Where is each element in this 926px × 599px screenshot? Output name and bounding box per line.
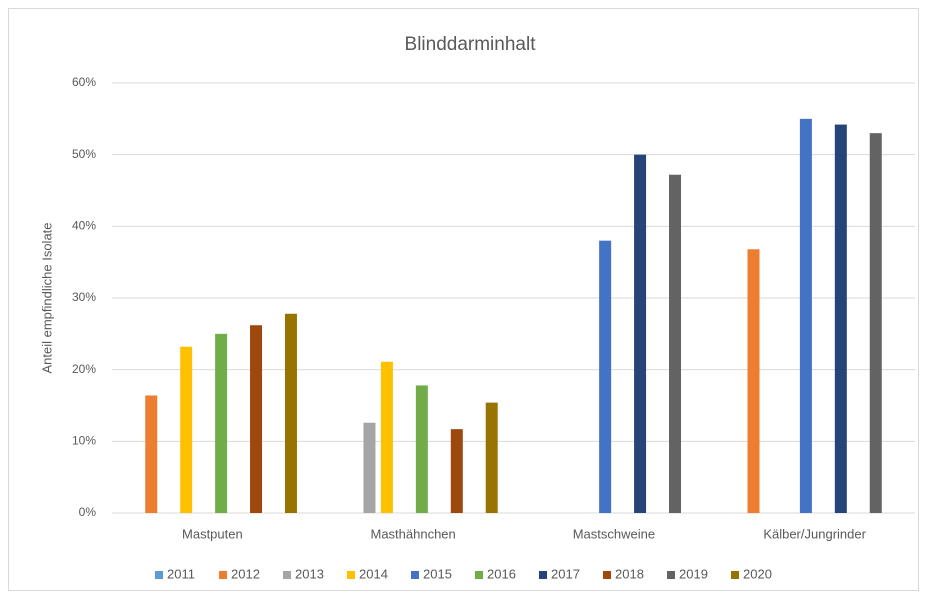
bar bbox=[799, 118, 812, 513]
legend-swatch bbox=[283, 571, 291, 579]
legend-swatch bbox=[667, 571, 675, 579]
x-tick-label: Masthähnchen bbox=[370, 526, 455, 541]
bar bbox=[145, 395, 158, 513]
legend-label: 2020 bbox=[743, 566, 772, 581]
bar bbox=[215, 333, 228, 513]
legend-label: 2011 bbox=[167, 566, 195, 581]
legend-swatch bbox=[347, 571, 355, 579]
legend-label: 2016 bbox=[487, 566, 516, 581]
legend-label: 2013 bbox=[295, 566, 324, 581]
legend-swatch bbox=[155, 571, 163, 579]
legend-label: 2018 bbox=[615, 566, 644, 581]
y-tick-label: 40% bbox=[72, 219, 96, 233]
y-tick-label: 0% bbox=[79, 505, 97, 519]
bar bbox=[363, 422, 376, 513]
bar bbox=[669, 174, 682, 513]
legend-label: 2015 bbox=[423, 566, 452, 581]
legend-label: 2014 bbox=[359, 566, 388, 581]
y-tick-label: 50% bbox=[72, 147, 96, 161]
y-tick-label: 10% bbox=[72, 434, 96, 448]
legend-label: 2019 bbox=[679, 566, 708, 581]
bar bbox=[380, 361, 393, 513]
x-tick-label: Kälber/Jungrinder bbox=[763, 526, 866, 541]
bar bbox=[450, 429, 463, 513]
bar bbox=[415, 385, 428, 513]
bar bbox=[250, 325, 263, 513]
legend-label: 2017 bbox=[551, 566, 580, 581]
bar bbox=[869, 133, 882, 513]
bar bbox=[747, 249, 760, 513]
bar bbox=[834, 124, 847, 514]
x-tick-label: Mastputen bbox=[182, 526, 243, 541]
legend-swatch bbox=[219, 571, 227, 579]
legend-swatch bbox=[731, 571, 739, 579]
legend-label: 2012 bbox=[231, 566, 260, 581]
legend-swatch bbox=[475, 571, 483, 579]
y-tick-label: 60% bbox=[72, 75, 96, 89]
y-tick-label: 20% bbox=[72, 362, 96, 376]
bar bbox=[599, 240, 612, 513]
y-tick-label: 30% bbox=[72, 290, 96, 304]
bar bbox=[180, 346, 193, 513]
legend-swatch bbox=[539, 571, 547, 579]
chart-title: Blinddarminhalt bbox=[405, 34, 537, 55]
legend-swatch bbox=[603, 571, 611, 579]
bar bbox=[284, 313, 297, 513]
legend-swatch bbox=[411, 571, 419, 579]
x-tick-label: Mastschweine bbox=[573, 526, 655, 541]
bar bbox=[634, 154, 647, 513]
chart-border bbox=[8, 8, 919, 591]
bar bbox=[485, 402, 498, 513]
y-axis-label: Anteil empfindliche Isolate bbox=[39, 222, 54, 373]
